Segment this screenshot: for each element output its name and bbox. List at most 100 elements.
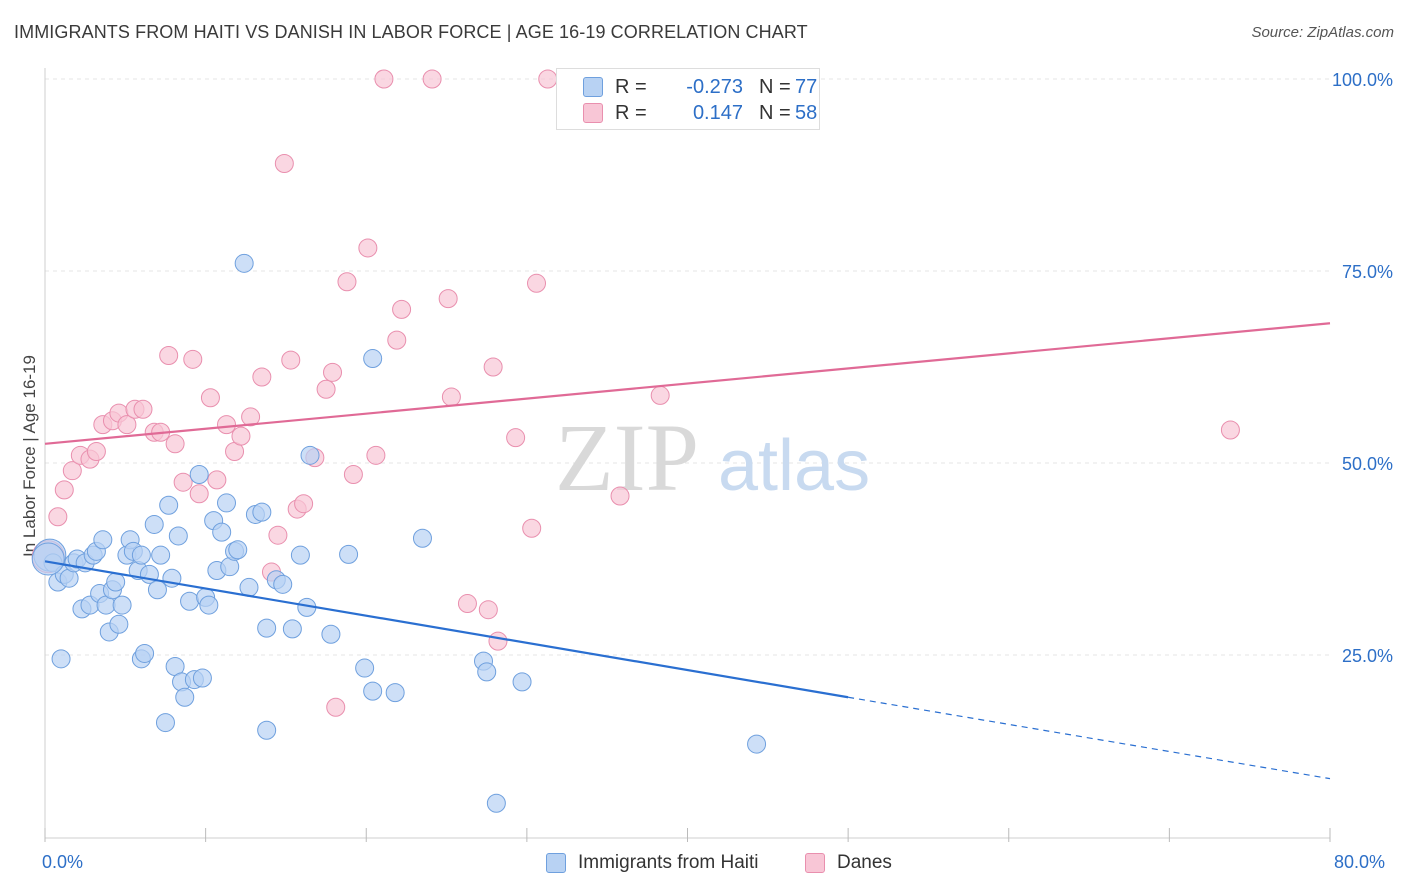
haiti-point	[363, 349, 383, 369]
chart-title: IMMIGRANTS FROM HAITI VS DANISH IN LABOR…	[14, 22, 808, 42]
y-tick-label: 75.0%	[1342, 262, 1393, 282]
danes-trend-line	[44, 322, 1331, 445]
haiti-point	[212, 522, 232, 542]
danes-point	[506, 428, 526, 448]
haiti-point	[175, 687, 195, 707]
y-tick-label: 25.0%	[1342, 646, 1393, 666]
y-tick-label: 100.0%	[1332, 70, 1393, 90]
y-tick-label: 50.0%	[1342, 454, 1393, 474]
haiti-point	[273, 574, 293, 594]
danes-point	[48, 507, 68, 527]
danes-points	[31, 69, 1240, 717]
danes-point	[483, 357, 503, 377]
danes-point	[183, 349, 203, 369]
haiti-point	[290, 545, 310, 565]
haiti-point	[257, 720, 277, 740]
haiti-point	[412, 528, 432, 548]
haiti-point	[300, 445, 320, 465]
haiti-point	[144, 514, 164, 534]
source-credit: Source: ZipAtlas.com	[1251, 24, 1394, 41]
r-label: R =	[615, 102, 647, 124]
x-tick-label-max: 80.0%	[1334, 852, 1386, 872]
danes-point	[294, 494, 314, 514]
legend-label: Danes	[837, 852, 892, 873]
haiti-swatch	[583, 77, 603, 97]
danes-point	[343, 465, 363, 485]
haiti-point	[147, 580, 167, 600]
haiti-point	[109, 614, 129, 634]
haiti-point	[228, 540, 248, 560]
r-label: R =	[615, 76, 647, 98]
haiti-point	[339, 544, 359, 564]
x-tick-label-min: 0.0%	[42, 852, 84, 872]
trend-lines	[44, 322, 1331, 780]
haiti-point	[189, 465, 209, 485]
n-value: 77	[795, 76, 818, 98]
haiti-point	[252, 502, 272, 522]
axis-layer: 25.0% 50.0% 75.0% 100.0%	[44, 68, 1393, 842]
danes-point	[392, 299, 412, 319]
haiti-point	[168, 526, 188, 546]
haiti-swatch	[546, 853, 566, 873]
correlation-legend: R = -0.273 N = 77 R = 0.147 N = 58	[556, 68, 820, 130]
n-label: N =	[759, 76, 791, 98]
danes-point	[117, 415, 137, 435]
danes-point	[387, 330, 407, 350]
haiti-point	[486, 793, 506, 813]
haiti-point	[180, 591, 200, 611]
danes-point	[217, 415, 237, 435]
haiti-point	[477, 662, 497, 682]
haiti-point	[106, 572, 126, 592]
haiti-point	[363, 681, 383, 701]
danes-point	[159, 345, 179, 365]
watermark: ZIP atlas	[555, 404, 870, 511]
danes-point	[173, 472, 193, 492]
danes-point	[281, 350, 301, 370]
danes-swatch	[805, 853, 825, 873]
danes-point	[323, 362, 343, 382]
haiti-point	[217, 493, 237, 513]
danes-point	[538, 69, 558, 89]
danes-point	[241, 407, 261, 427]
danes-point	[62, 461, 82, 481]
danes-point	[366, 445, 386, 465]
haiti-point	[385, 683, 405, 703]
haiti-point	[512, 672, 532, 692]
danes-point	[457, 594, 477, 614]
danes-point	[252, 367, 272, 387]
danes-point	[422, 69, 442, 89]
danes-point	[488, 631, 508, 651]
danes-point	[438, 289, 458, 309]
danes-point	[231, 426, 251, 446]
danes-point	[326, 697, 346, 717]
haiti-point	[747, 734, 767, 754]
danes-point	[274, 153, 294, 173]
danes-point	[650, 385, 670, 405]
danes-point	[207, 470, 227, 490]
danes-point	[133, 399, 153, 419]
haiti-point	[93, 530, 113, 550]
watermark-atlas: atlas	[718, 426, 870, 506]
danes-point	[200, 388, 220, 408]
danes-point	[610, 486, 630, 506]
haiti-point	[234, 253, 254, 273]
danes-swatch	[583, 103, 603, 123]
haiti-points	[31, 253, 767, 813]
haiti-point	[159, 495, 179, 515]
n-value: 58	[795, 102, 818, 124]
legend-label: Immigrants from Haiti	[578, 852, 759, 873]
danes-point	[54, 480, 74, 500]
haiti-point	[135, 643, 155, 663]
haiti-point	[282, 619, 302, 639]
haiti-point	[151, 545, 171, 565]
haiti-point	[355, 658, 375, 678]
danes-point	[268, 525, 288, 545]
haiti-point	[257, 618, 277, 638]
danes-point	[374, 69, 394, 89]
danes-point	[165, 434, 185, 454]
danes-point	[1220, 420, 1240, 440]
haiti-point	[192, 668, 212, 688]
danes-point	[358, 238, 378, 258]
haiti-trend-extrapolation	[848, 696, 1331, 780]
